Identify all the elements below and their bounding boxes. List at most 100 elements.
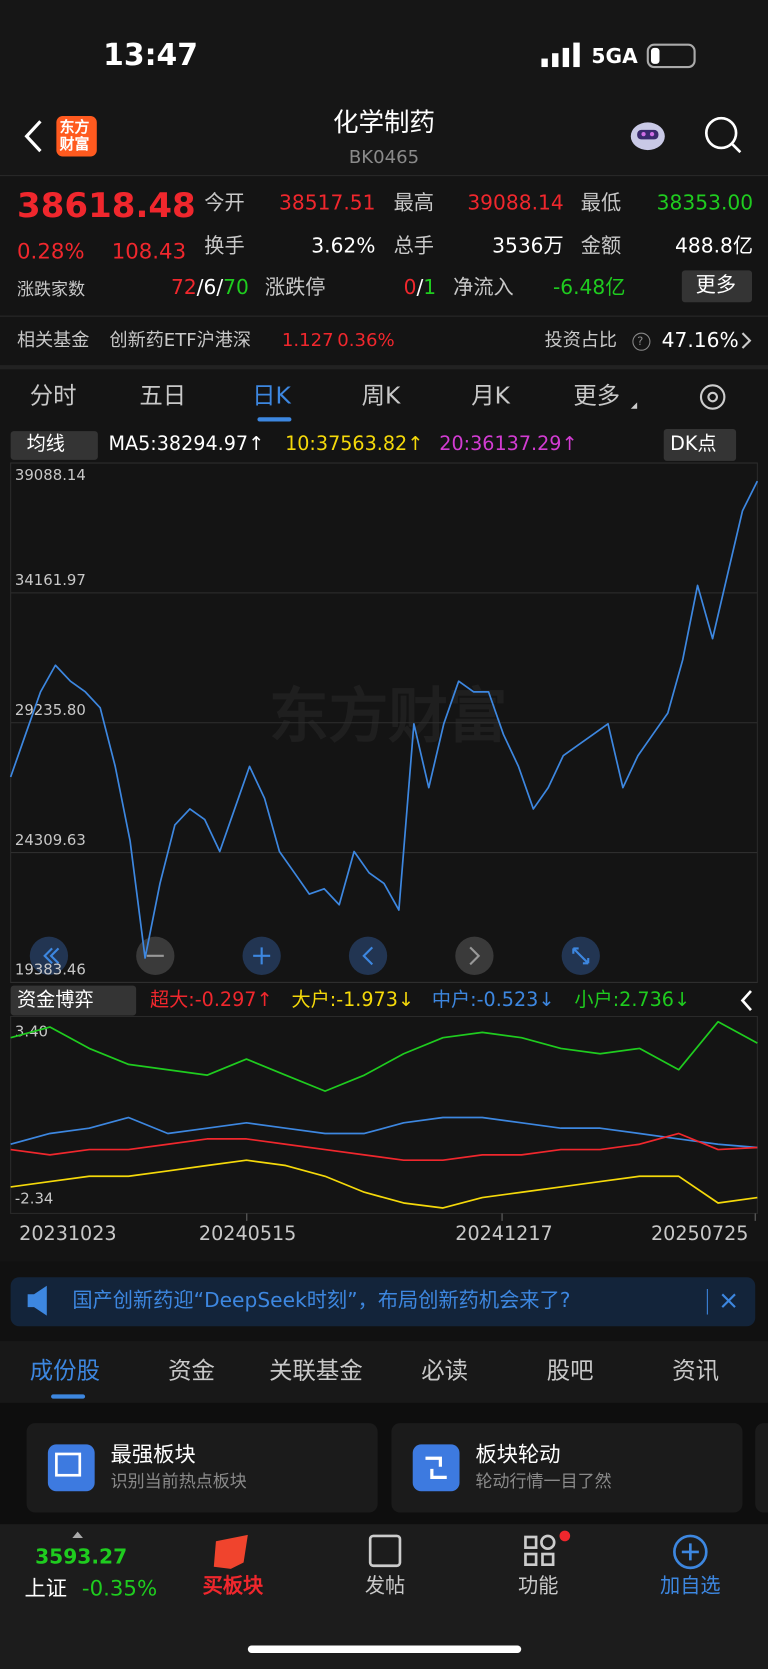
change: 108.43 — [111, 238, 187, 264]
card[interactable] — [26, 1423, 378, 1513]
tab-active[interactable]: 成份股 — [29, 1358, 101, 1385]
y-tick-label: 24309.63 — [15, 831, 86, 849]
tab[interactable]: 月K — [471, 383, 510, 410]
add-watch-icon[interactable] — [673, 1534, 708, 1570]
tab[interactable]: 必读 — [421, 1358, 469, 1385]
card[interactable] — [391, 1423, 743, 1513]
nav-item[interactable]: 发帖 — [364, 1574, 406, 1598]
robot-icon[interactable] — [630, 122, 665, 151]
value: 38517.51 — [279, 191, 376, 216]
tab[interactable]: 股吧 — [546, 1358, 594, 1385]
banner-box — [10, 1277, 756, 1327]
settings-icon[interactable] — [699, 384, 726, 410]
series-line — [10, 1116, 758, 1149]
value: 39088.14 — [467, 191, 564, 216]
chart-controls — [29, 936, 600, 975]
label: 涨跌停 — [264, 275, 326, 300]
back-button[interactable] — [24, 120, 42, 153]
post-icon[interactable] — [368, 1534, 402, 1568]
index-name: 上证 — [24, 1575, 68, 1601]
scroll-left-fast-button[interactable] — [29, 936, 69, 975]
more-button[interactable]: 更多 — [681, 270, 753, 303]
index-arrow — [72, 1531, 83, 1539]
label: 相关基金 — [17, 329, 90, 352]
tab[interactable]: 关联基金 — [269, 1358, 363, 1385]
tab[interactable]: 资讯 — [672, 1358, 720, 1385]
separator: / — [416, 275, 424, 300]
y-tick-label: 39088.14 — [15, 466, 86, 484]
change-pct: 0.28% — [17, 238, 85, 264]
clock: 13:47 — [103, 37, 198, 73]
y-tick-label: 29235.80 — [15, 701, 86, 719]
scroll-right-button[interactable] — [455, 936, 494, 975]
network: 5GA — [591, 44, 638, 69]
help: ? — [637, 334, 644, 349]
home-indicator — [247, 1645, 522, 1654]
dk-button[interactable]: DK点 — [663, 428, 737, 461]
ma20: 20:36137.29↑ — [439, 433, 578, 456]
series-line — [10, 1020, 758, 1092]
scroll-left-button[interactable] — [348, 936, 388, 975]
series-line — [9, 480, 759, 959]
search-icon[interactable] — [704, 116, 742, 154]
card-title: 最强板块 — [110, 1441, 196, 1467]
tab[interactable]: 五日 — [139, 383, 187, 410]
tab[interactable]: 资金 — [168, 1358, 215, 1385]
tab-underline — [51, 1394, 86, 1399]
notification-dot — [559, 1530, 571, 1542]
card — [755, 1423, 768, 1513]
tab[interactable]: 更多 — [573, 383, 621, 410]
help-icon[interactable] — [632, 332, 651, 351]
sector-code: BK0465 — [348, 146, 420, 169]
news-banner[interactable]: 国产创新药迎“DeepSeek时刻”，布局创新药机会来了? — [72, 1288, 571, 1313]
page-title: 化学制药 — [332, 107, 436, 138]
fund-name[interactable]: 创新药ETF沪港深 — [109, 329, 251, 352]
chevron — [741, 332, 752, 349]
close-button[interactable] — [721, 1293, 736, 1308]
value: -6.48亿 — [552, 275, 626, 300]
watermark: 东方财富 — [269, 683, 507, 752]
button-label: 更多 — [695, 273, 737, 297]
x-tick-label: 20231023 — [19, 1222, 117, 1246]
y-tick-label: -2.34 — [15, 1190, 53, 1208]
tab[interactable]: 周K — [361, 383, 401, 410]
x-tick-label: 20250725 — [650, 1222, 749, 1246]
value: 3536万 — [492, 234, 564, 258]
selector-label: 资金博弈 — [17, 988, 94, 1012]
divider — [0, 365, 768, 370]
tab-active[interactable]: 日K — [252, 383, 291, 410]
y-tick-label: 19383.46 — [15, 961, 86, 979]
label: 最低 — [580, 191, 622, 216]
value: 3.62% — [311, 234, 376, 258]
tab[interactable]: 分时 — [29, 383, 77, 410]
rise-count: 72 — [170, 275, 197, 300]
nav-item[interactable]: 加自选 — [660, 1574, 721, 1598]
flow-selector[interactable]: 资金博弈 — [10, 985, 137, 1016]
tabs-bg — [0, 1341, 768, 1403]
label: 最高 — [393, 191, 435, 216]
card-icon — [47, 1444, 95, 1492]
signal-icon — [541, 42, 580, 68]
label: 金额 — [580, 234, 622, 258]
limit: 0/1 — [404, 275, 437, 300]
ma10: 10:37563.82↑ — [285, 433, 424, 456]
nav-item[interactable]: 买板块 — [202, 1574, 264, 1598]
label: 换手 — [204, 234, 245, 258]
x-tick-label: 20240515 — [198, 1222, 297, 1246]
x-tick-label: 20241217 — [455, 1222, 553, 1246]
card-title: 板块轮动 — [475, 1441, 561, 1467]
buy-sector-icon[interactable] — [213, 1534, 248, 1569]
label: 涨跌家数 — [17, 278, 86, 300]
index-value: 3593.27 — [35, 1545, 128, 1569]
nav-item[interactable]: 功能 — [518, 1574, 559, 1598]
battery-icon — [646, 43, 696, 69]
y-tick-label: 34161.97 — [15, 571, 86, 589]
function-icon[interactable] — [524, 1534, 556, 1566]
flat-count: /6/ — [196, 275, 224, 300]
ma-selector[interactable]: 均线 — [10, 431, 98, 460]
card-subtitle: 识别当前热点板块 — [110, 1471, 247, 1492]
legend-entry: 大户:-1.973↓ — [291, 988, 414, 1012]
